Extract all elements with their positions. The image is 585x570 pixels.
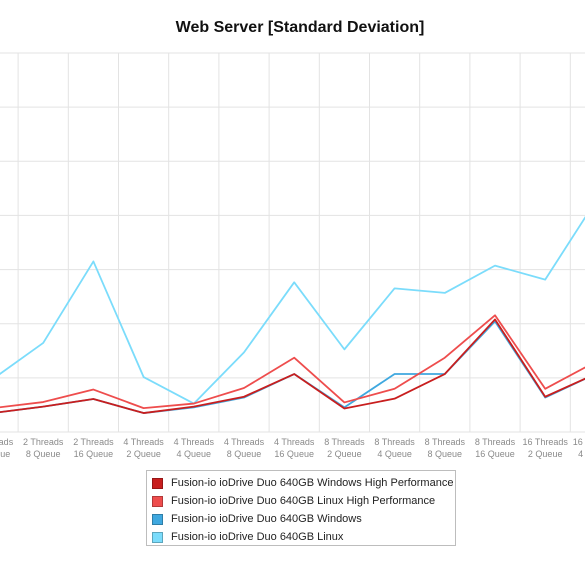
- legend-label: Fusion-io ioDrive Duo 640GB Linux High P…: [171, 495, 436, 507]
- legend-swatch: [152, 477, 163, 489]
- legend-item: Fusion-io ioDrive Duo 640GB Windows High…: [152, 474, 455, 492]
- series-lines: [0, 216, 585, 414]
- legend-swatch: [152, 531, 163, 543]
- x-tick-label: 4 Threads 8 Queue: [224, 437, 265, 459]
- x-tick-label: 4 Threads 2 Queue: [123, 437, 164, 459]
- legend-label: Fusion-io ioDrive Duo 640GB Windows: [171, 513, 362, 525]
- x-tick-label: 8 Threads 16 Queue: [475, 437, 516, 459]
- x-tick-label: 4 Threads 16 Queue: [274, 437, 315, 459]
- legend: Fusion-io ioDrive Duo 640GB Windows High…: [146, 470, 456, 546]
- x-tick-label: 2 Threads 16 Queue: [73, 437, 114, 459]
- legend-label: Fusion-io ioDrive Duo 640GB Linux: [171, 531, 344, 543]
- x-tick-label: 16 Threads 2 Queue: [523, 437, 569, 459]
- series-line-1: [0, 318, 585, 414]
- x-tick-label: 8 Threads 2 Queue: [324, 437, 365, 459]
- x-tick-label: 8 Threads 8 Queue: [425, 437, 466, 459]
- series-line-4: [0, 216, 585, 405]
- legend-swatch: [152, 513, 163, 525]
- legend-label: Fusion-io ioDrive Duo 640GB Windows High…: [171, 477, 454, 489]
- x-tick-label: 4 Threads 4 Queue: [174, 437, 215, 459]
- chart-title: Web Server [Standard Deviation]: [175, 19, 425, 36]
- legend-item: Fusion-io ioDrive Duo 640GB Windows: [152, 510, 455, 528]
- legend-item: Fusion-io ioDrive Duo 640GB Linux High P…: [152, 492, 455, 510]
- x-tick-label: 8 Threads 4 Queue: [374, 437, 415, 459]
- x-tick-label: 2 Threads 8 Queue: [23, 437, 64, 459]
- series-line-2: [0, 314, 585, 410]
- legend-item: Fusion-io ioDrive Duo 640GB Linux: [152, 528, 455, 546]
- legend-swatch: [152, 495, 163, 507]
